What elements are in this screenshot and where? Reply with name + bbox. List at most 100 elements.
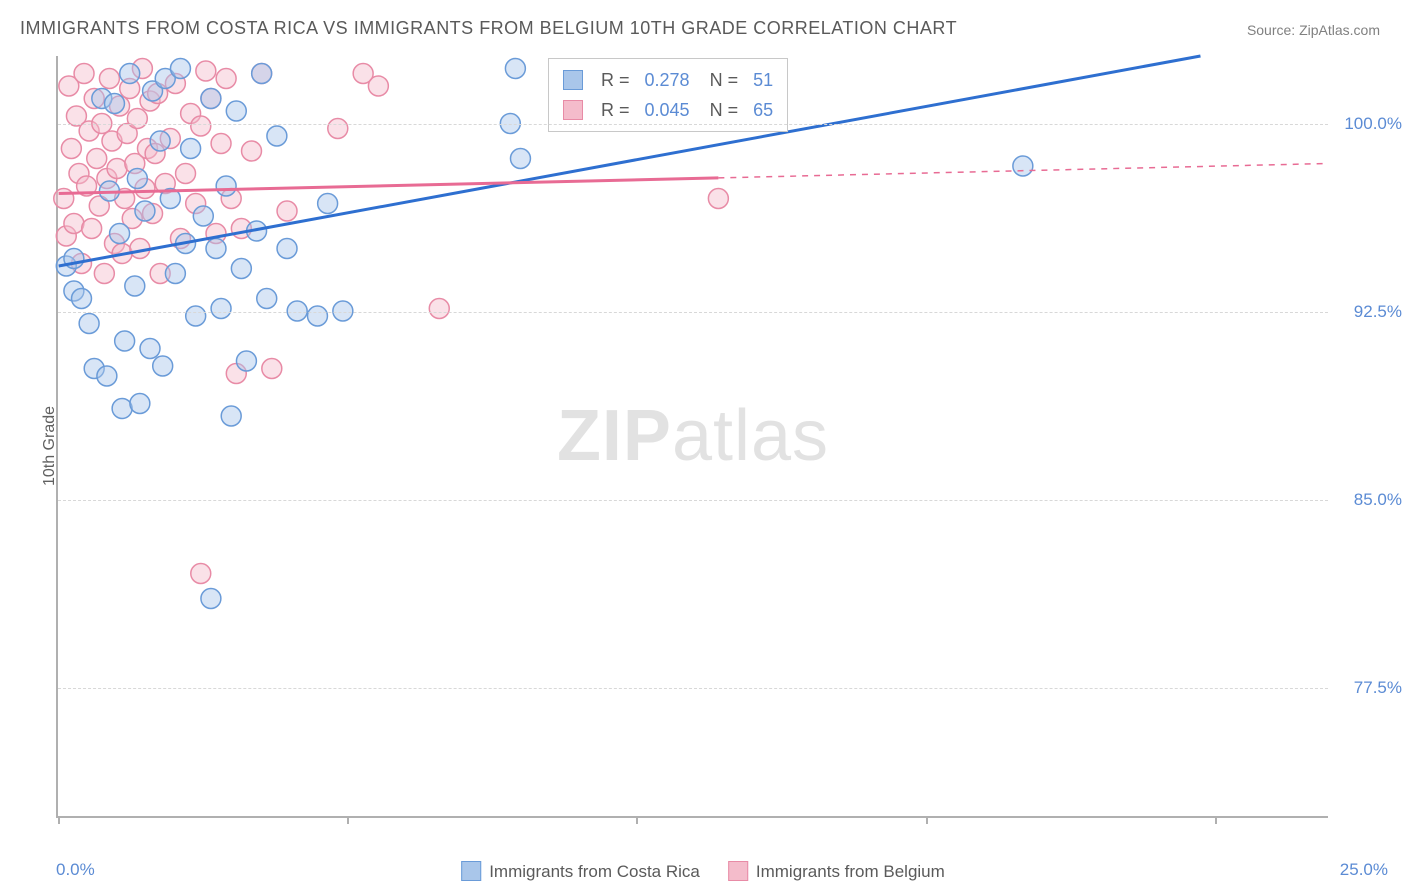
data-point [201,589,221,609]
n-label: N = [700,95,739,125]
legend-item: Immigrants from Costa Rica [461,861,700,882]
data-point [186,306,206,326]
data-point [216,69,236,89]
legend-item: Immigrants from Belgium [728,861,945,882]
data-point [74,64,94,84]
data-point [1013,156,1033,176]
data-point [191,564,211,584]
data-point [181,139,201,159]
legend-swatch [563,70,583,90]
legend-row: R = 0.045 N = 65 [563,95,773,125]
r-label: R = [601,65,630,95]
data-point [165,264,185,284]
legend-label: Immigrants from Costa Rica [489,862,700,881]
source-attribution: Source: ZipAtlas.com [1247,22,1380,38]
data-point [191,116,211,136]
chart-svg [58,56,1328,816]
x-axis-max-label: 25.0% [1340,860,1388,880]
data-point [97,366,117,386]
data-point [110,224,130,244]
data-point [262,359,282,379]
data-point [257,289,277,309]
series-legend: Immigrants from Costa Rica Immigrants fro… [461,861,945,882]
data-point [112,399,132,419]
source-link[interactable]: ZipAtlas.com [1299,22,1380,38]
data-point [87,149,107,169]
legend-swatch [461,861,481,881]
data-point [82,219,102,239]
legend-swatch [563,100,583,120]
data-point [127,169,147,189]
data-point [193,206,213,226]
gridline [58,312,1328,313]
data-point [211,299,231,319]
correlation-legend: R = 0.278 N = 51R = 0.045 N = 65 [548,58,788,132]
data-point [64,214,84,234]
gridline [58,500,1328,501]
data-point [242,141,262,161]
r-value: 0.278 [640,65,690,95]
data-point [125,276,145,296]
data-point [115,331,135,351]
data-point [510,149,530,169]
data-point [221,406,241,426]
data-point [505,59,525,79]
x-tick [636,816,638,824]
data-point [196,61,216,81]
legend-label: Immigrants from Belgium [756,862,945,881]
y-tick-label: 100.0% [1336,114,1402,134]
data-point [135,201,155,221]
data-point [231,259,251,279]
plot-area: ZIPatlas R = 0.278 N = 51R = 0.045 N = 6… [56,56,1328,818]
legend-swatch [728,861,748,881]
data-point [277,201,297,221]
data-point [318,194,338,214]
data-point [99,69,119,89]
data-point [308,306,328,326]
data-point [94,264,114,284]
data-point [130,394,150,414]
data-point [105,94,125,114]
data-point [252,64,272,84]
y-tick-label: 77.5% [1336,678,1402,698]
data-point [211,134,231,154]
r-label: R = [601,95,630,125]
data-point [708,189,728,209]
data-point [150,131,170,151]
x-tick [58,816,60,824]
data-point [201,89,221,109]
data-point [170,59,190,79]
data-point [328,119,348,139]
data-point [216,176,236,196]
data-point [120,64,140,84]
y-tick-label: 85.0% [1336,490,1402,510]
data-point [79,314,99,334]
x-axis-min-label: 0.0% [56,860,95,880]
data-point [153,356,173,376]
n-value: 51 [748,65,773,95]
chart-title: IMMIGRANTS FROM COSTA RICA VS IMMIGRANTS… [20,18,957,39]
gridline [58,688,1328,689]
data-point [429,299,449,319]
y-tick-label: 92.5% [1336,302,1402,322]
r-value: 0.045 [640,95,690,125]
data-point [72,289,92,309]
data-point [226,101,246,121]
n-label: N = [700,65,739,95]
data-point [54,189,74,209]
n-value: 65 [748,95,773,125]
data-point [127,109,147,129]
source-label: Source: [1247,22,1299,38]
legend-row: R = 0.278 N = 51 [563,65,773,95]
data-point [206,239,226,259]
x-tick [1215,816,1217,824]
data-point [267,126,287,146]
x-tick [926,816,928,824]
data-point [277,239,297,259]
data-point [61,139,81,159]
data-point [107,159,127,179]
x-tick [347,816,349,824]
gridline [58,124,1328,125]
data-point [236,351,256,371]
data-point [140,339,160,359]
